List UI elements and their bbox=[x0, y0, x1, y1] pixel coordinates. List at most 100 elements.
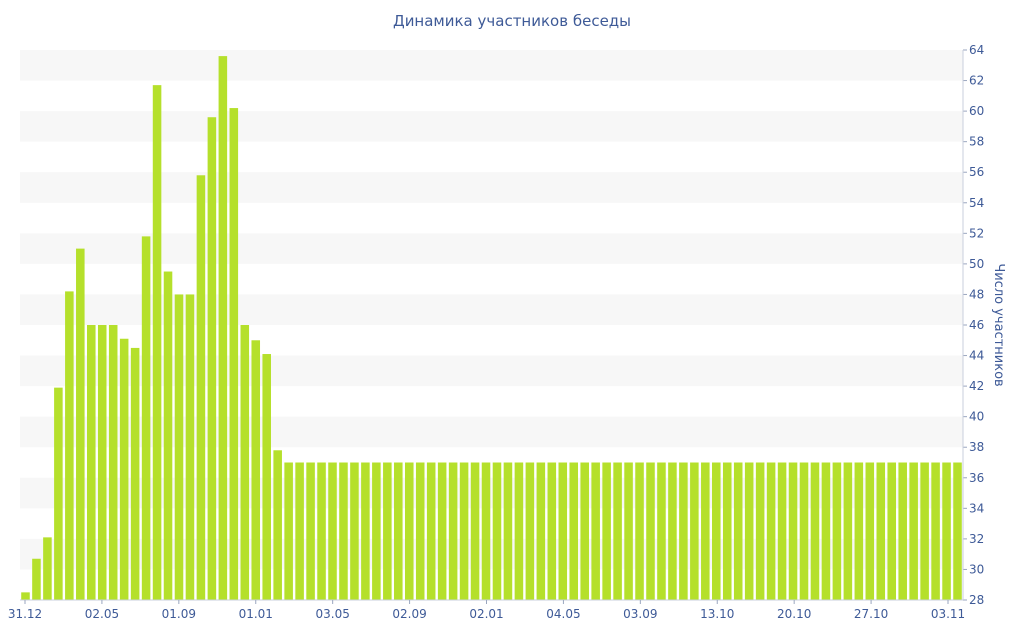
bar[interactable] bbox=[426, 462, 436, 601]
bar[interactable] bbox=[163, 271, 173, 600]
bar[interactable] bbox=[284, 462, 293, 601]
bar[interactable] bbox=[635, 462, 644, 601]
bar[interactable] bbox=[185, 294, 195, 600]
bar[interactable] bbox=[865, 462, 875, 601]
bar[interactable] bbox=[415, 462, 425, 601]
x-tick-label: 02.09 bbox=[392, 607, 426, 621]
bar[interactable] bbox=[32, 558, 41, 600]
bar[interactable] bbox=[701, 462, 710, 601]
y-tick-label: 48 bbox=[969, 287, 984, 301]
bar[interactable] bbox=[97, 325, 107, 600]
bar[interactable] bbox=[218, 56, 228, 601]
bar[interactable] bbox=[43, 537, 52, 600]
bar[interactable] bbox=[536, 462, 546, 601]
bar[interactable] bbox=[744, 462, 754, 601]
y-tick-label: 52 bbox=[969, 226, 984, 240]
bar[interactable] bbox=[755, 462, 765, 601]
bar[interactable] bbox=[668, 462, 677, 601]
bar[interactable] bbox=[262, 354, 271, 600]
bar[interactable] bbox=[887, 462, 896, 601]
bar[interactable] bbox=[931, 462, 940, 601]
bar[interactable] bbox=[229, 108, 239, 600]
bar[interactable] bbox=[174, 294, 184, 600]
bar[interactable] bbox=[679, 462, 688, 601]
bar[interactable] bbox=[152, 85, 162, 600]
bar[interactable] bbox=[54, 387, 63, 600]
bar[interactable] bbox=[514, 462, 524, 601]
y-tick-label: 42 bbox=[969, 379, 984, 393]
bar[interactable] bbox=[843, 462, 853, 601]
bar[interactable] bbox=[569, 462, 579, 601]
bar[interactable] bbox=[295, 462, 304, 601]
bar[interactable] bbox=[207, 117, 217, 600]
bar[interactable] bbox=[251, 340, 261, 600]
bar[interactable] bbox=[21, 592, 30, 600]
x-tick-label: 20.10 bbox=[777, 607, 811, 621]
bar[interactable] bbox=[437, 462, 447, 601]
x-tick-label: 02.05 bbox=[85, 607, 119, 621]
bar[interactable] bbox=[580, 462, 589, 601]
x-tick-label: 03.05 bbox=[315, 607, 349, 621]
bar[interactable] bbox=[799, 462, 809, 601]
bar[interactable] bbox=[854, 462, 864, 601]
bar[interactable] bbox=[306, 462, 315, 601]
bar[interactable] bbox=[317, 462, 326, 601]
bar[interactable] bbox=[350, 462, 359, 601]
bar[interactable] bbox=[810, 462, 820, 601]
x-tick-label: 01.09 bbox=[162, 607, 196, 621]
bar[interactable] bbox=[876, 462, 886, 601]
bar[interactable] bbox=[141, 236, 151, 600]
bar[interactable] bbox=[273, 450, 282, 600]
bar[interactable] bbox=[646, 462, 655, 601]
bar[interactable] bbox=[76, 248, 85, 601]
bar[interactable] bbox=[459, 462, 469, 601]
x-axis-ticks: 31.12 02.05 01.09 01.01 03.05 02.09 02.01 04.05… bbox=[8, 599, 965, 621]
bar[interactable] bbox=[492, 462, 502, 601]
bar[interactable] bbox=[898, 462, 907, 601]
bar[interactable] bbox=[909, 462, 918, 601]
bar[interactable] bbox=[65, 291, 74, 600]
bar[interactable] bbox=[733, 462, 743, 601]
bar[interactable] bbox=[448, 462, 458, 601]
bar[interactable] bbox=[525, 462, 535, 601]
bar[interactable] bbox=[404, 462, 414, 601]
bar[interactable] bbox=[372, 462, 381, 601]
bar[interactable] bbox=[503, 462, 513, 601]
bar[interactable] bbox=[383, 462, 392, 601]
bar[interactable] bbox=[481, 462, 491, 601]
bar[interactable] bbox=[87, 325, 96, 600]
bar[interactable] bbox=[240, 325, 250, 600]
bar[interactable] bbox=[119, 338, 129, 600]
x-tick-label: 02.01 bbox=[469, 607, 503, 621]
bar[interactable] bbox=[766, 462, 776, 601]
y-tick-label: 38 bbox=[969, 440, 984, 454]
bar[interactable] bbox=[196, 175, 206, 600]
bar[interactable] bbox=[722, 462, 732, 601]
bar[interactable] bbox=[547, 462, 557, 601]
bar[interactable] bbox=[953, 462, 962, 601]
y-tick-label: 40 bbox=[969, 410, 984, 424]
bar[interactable] bbox=[361, 462, 370, 601]
bar[interactable] bbox=[394, 462, 403, 601]
bar[interactable] bbox=[657, 462, 666, 601]
bar[interactable] bbox=[942, 462, 951, 601]
bar[interactable] bbox=[108, 325, 118, 600]
bar[interactable] bbox=[613, 462, 622, 601]
y-tick-label: 60 bbox=[969, 104, 984, 118]
bar[interactable] bbox=[328, 462, 337, 601]
bar[interactable] bbox=[339, 462, 348, 601]
bar[interactable] bbox=[602, 462, 611, 601]
bar[interactable] bbox=[777, 462, 787, 601]
bar[interactable] bbox=[591, 462, 600, 601]
bar[interactable] bbox=[788, 462, 798, 601]
bar[interactable] bbox=[712, 462, 721, 601]
bar[interactable] bbox=[821, 462, 831, 601]
bar[interactable] bbox=[624, 462, 633, 601]
bar[interactable] bbox=[130, 347, 140, 600]
bar[interactable] bbox=[832, 462, 842, 601]
bar[interactable] bbox=[558, 462, 568, 601]
bar[interactable] bbox=[690, 462, 699, 601]
grid-band bbox=[20, 50, 963, 81]
bar[interactable] bbox=[920, 462, 929, 601]
bar[interactable] bbox=[470, 462, 480, 601]
